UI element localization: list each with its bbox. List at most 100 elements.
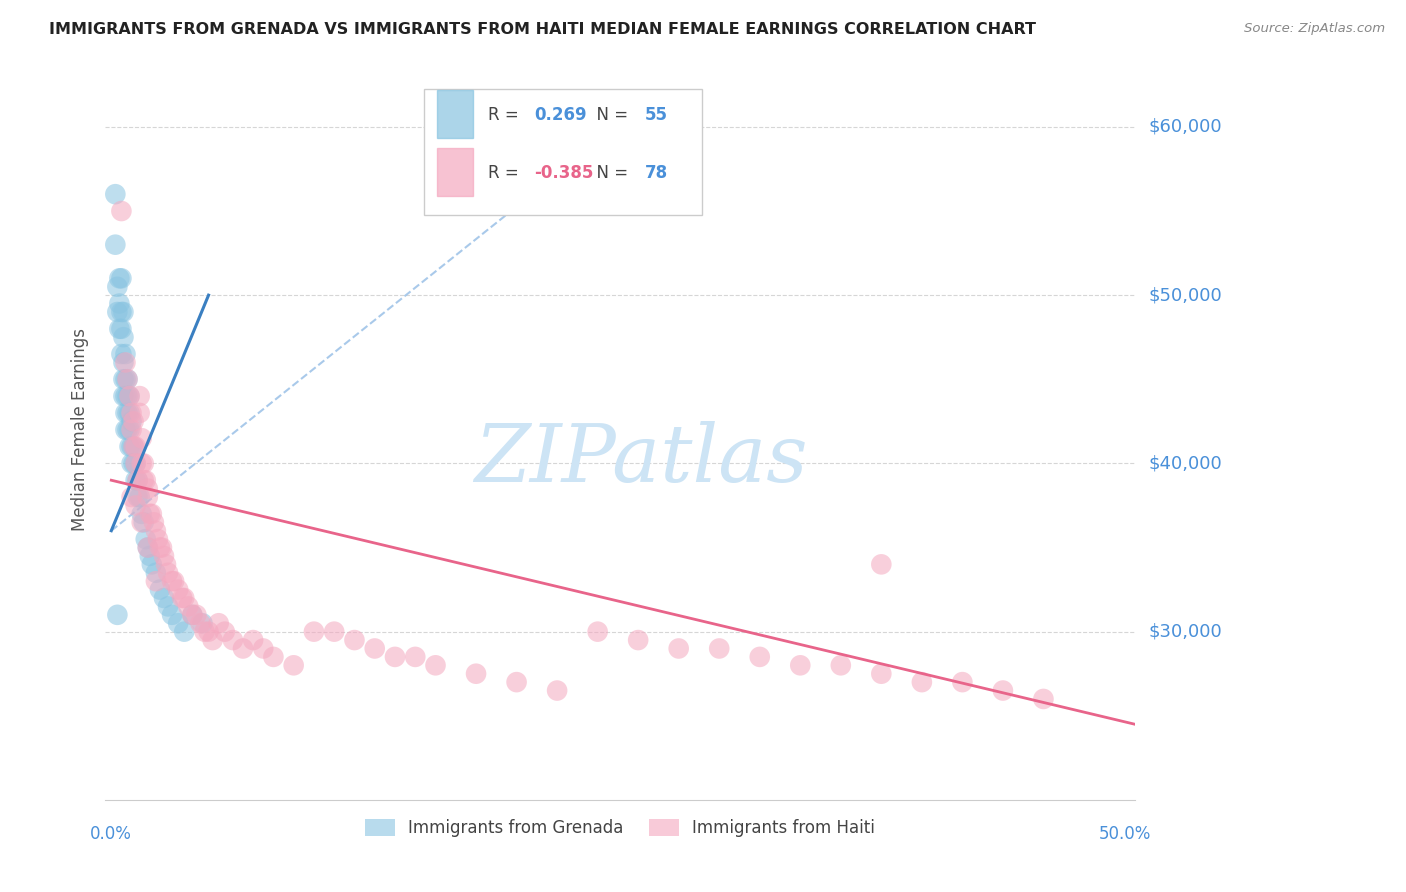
Point xyxy=(149,541,172,555)
Point xyxy=(709,641,731,656)
Point xyxy=(122,457,145,471)
Point xyxy=(135,532,157,546)
Point xyxy=(172,591,194,605)
Point xyxy=(160,607,183,622)
Point xyxy=(121,414,143,428)
Point xyxy=(153,549,176,563)
Point xyxy=(124,499,146,513)
Point xyxy=(128,389,150,403)
FancyBboxPatch shape xyxy=(437,90,472,138)
Point xyxy=(127,473,149,487)
Point xyxy=(323,624,346,639)
Point xyxy=(110,305,132,319)
FancyBboxPatch shape xyxy=(425,89,702,215)
Point xyxy=(124,457,146,471)
Point xyxy=(117,372,139,386)
Point xyxy=(145,574,167,589)
Point xyxy=(110,322,132,336)
Point xyxy=(748,649,770,664)
Point xyxy=(124,457,146,471)
Text: R =: R = xyxy=(488,105,524,124)
Point xyxy=(117,389,139,403)
FancyBboxPatch shape xyxy=(437,148,472,196)
Point xyxy=(167,582,190,597)
Point xyxy=(127,490,149,504)
Point xyxy=(127,473,149,487)
Point xyxy=(108,322,131,336)
Point xyxy=(118,440,141,454)
Point xyxy=(302,624,325,639)
Point xyxy=(114,406,136,420)
Point xyxy=(121,423,143,437)
Point xyxy=(118,423,141,437)
Point xyxy=(191,616,214,631)
Point xyxy=(124,440,146,454)
Text: $40,000: $40,000 xyxy=(1149,454,1222,473)
Text: IMMIGRANTS FROM GRENADA VS IMMIGRANTS FROM HAITI MEDIAN FEMALE EARNINGS CORRELAT: IMMIGRANTS FROM GRENADA VS IMMIGRANTS FR… xyxy=(49,22,1036,37)
Point xyxy=(117,423,139,437)
Point xyxy=(870,558,893,572)
Text: -0.385: -0.385 xyxy=(534,163,593,182)
Text: 0.269: 0.269 xyxy=(534,105,588,124)
Point xyxy=(131,507,153,521)
Point xyxy=(131,431,153,445)
Point xyxy=(141,507,163,521)
Point xyxy=(121,457,143,471)
Point xyxy=(105,279,128,293)
Point xyxy=(131,457,153,471)
Text: $50,000: $50,000 xyxy=(1149,286,1222,304)
Point xyxy=(190,616,212,631)
Point xyxy=(343,633,366,648)
Point xyxy=(384,649,406,664)
Point xyxy=(136,541,159,555)
Point xyxy=(150,541,173,555)
Point xyxy=(124,473,146,487)
Point xyxy=(789,658,811,673)
Point xyxy=(173,624,195,639)
Point xyxy=(104,237,127,252)
Point xyxy=(142,516,165,530)
Legend: Immigrants from Grenada, Immigrants from Haiti: Immigrants from Grenada, Immigrants from… xyxy=(359,812,882,844)
Point xyxy=(136,541,159,555)
Point xyxy=(830,658,852,673)
Point xyxy=(197,624,219,639)
Point xyxy=(146,532,169,546)
Point xyxy=(112,355,135,369)
Point xyxy=(181,607,204,622)
Point xyxy=(157,566,180,580)
Point xyxy=(627,633,650,648)
Point xyxy=(112,372,135,386)
Point xyxy=(668,641,690,656)
Text: N =: N = xyxy=(586,163,633,182)
Point xyxy=(122,440,145,454)
Point xyxy=(112,330,135,344)
Point xyxy=(232,641,254,656)
Point xyxy=(118,406,141,420)
Point xyxy=(117,406,139,420)
Point xyxy=(157,599,180,614)
Point xyxy=(586,624,609,639)
Point xyxy=(222,633,245,648)
Text: Source: ZipAtlas.com: Source: ZipAtlas.com xyxy=(1244,22,1385,36)
Point xyxy=(139,549,162,563)
Point xyxy=(114,372,136,386)
Point xyxy=(911,675,934,690)
Point xyxy=(870,666,893,681)
Point xyxy=(121,490,143,504)
Point xyxy=(136,482,159,496)
Point xyxy=(135,473,157,487)
Point xyxy=(105,305,128,319)
Y-axis label: Median Female Earnings: Median Female Earnings xyxy=(72,328,89,532)
Point xyxy=(114,423,136,437)
Point xyxy=(214,624,236,639)
Text: R =: R = xyxy=(488,163,524,182)
Text: 78: 78 xyxy=(644,163,668,182)
Point xyxy=(950,675,973,690)
Point xyxy=(112,389,135,403)
Point xyxy=(145,566,167,580)
Point xyxy=(131,516,153,530)
Point xyxy=(117,372,139,386)
Point xyxy=(262,649,284,664)
Point xyxy=(167,616,190,631)
Point xyxy=(252,641,274,656)
